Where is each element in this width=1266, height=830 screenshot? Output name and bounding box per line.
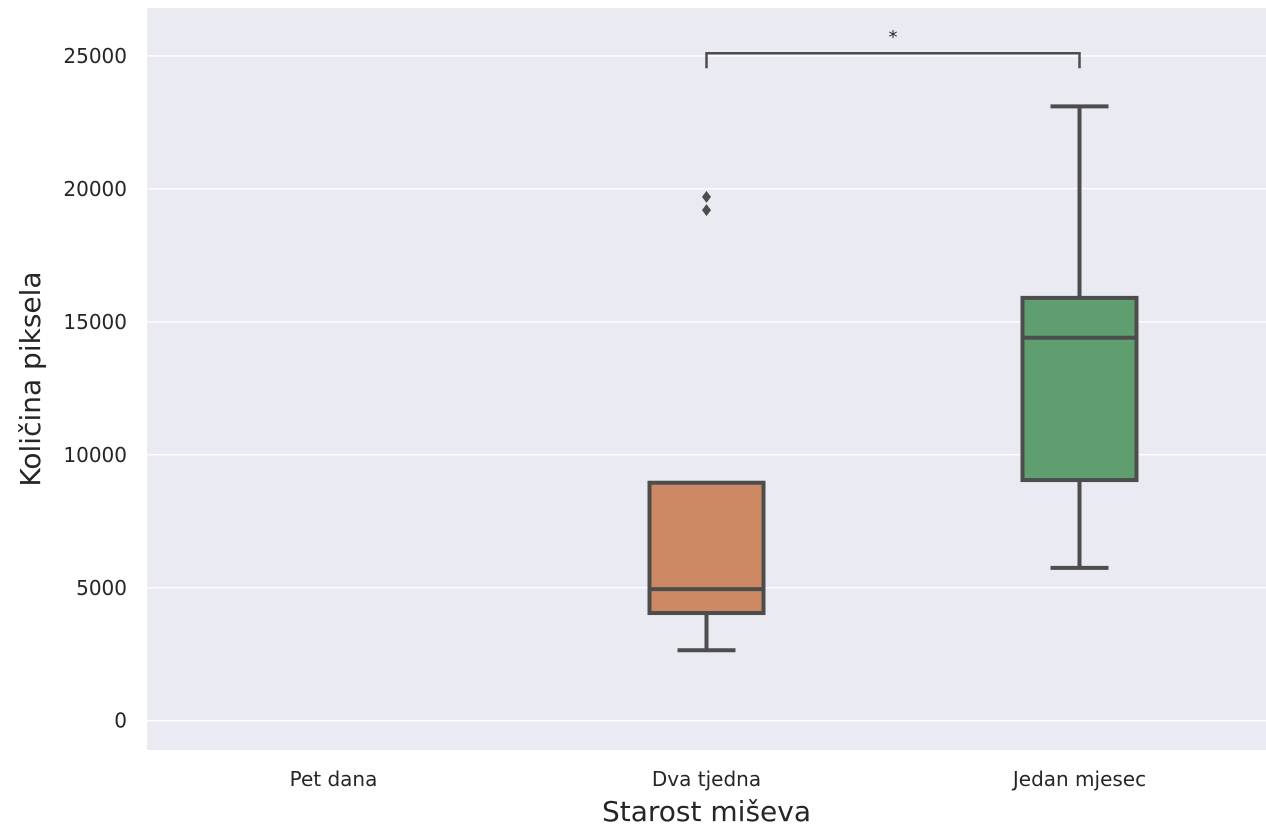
box-iqr	[1020, 295, 1139, 483]
box-iqr	[647, 480, 766, 616]
box-group	[1020, 104, 1139, 570]
box-group	[647, 190, 766, 653]
y-tick-label: 5000	[76, 576, 127, 600]
boxes	[647, 104, 1139, 653]
x-tick-label: Pet dana	[290, 767, 378, 791]
outlier-point	[702, 190, 711, 203]
y-tick-label: 10000	[63, 443, 127, 467]
y-axis-title: Količina piksela	[14, 271, 47, 486]
y-tick-label: 15000	[63, 310, 127, 334]
y-tick-label: 20000	[63, 177, 127, 201]
significance-label: *	[889, 27, 898, 48]
bracket-line	[705, 51, 1081, 69]
x-tick-label: Dva tjedna	[652, 767, 761, 791]
x-axis-title: Starost miševa	[602, 795, 811, 826]
y-tick-label: 25000	[63, 44, 127, 68]
x-tick-label: Jedan mjesec	[1011, 767, 1146, 791]
significance-annotations: *	[705, 27, 1081, 69]
y-tick-label: 0	[114, 709, 127, 733]
tick-labels: 0 5000 10000 15000 20000 25000 Pet dana Dva tje…	[63, 44, 1146, 791]
outlier-point	[702, 204, 711, 217]
significance-bracket: *	[705, 27, 1081, 69]
